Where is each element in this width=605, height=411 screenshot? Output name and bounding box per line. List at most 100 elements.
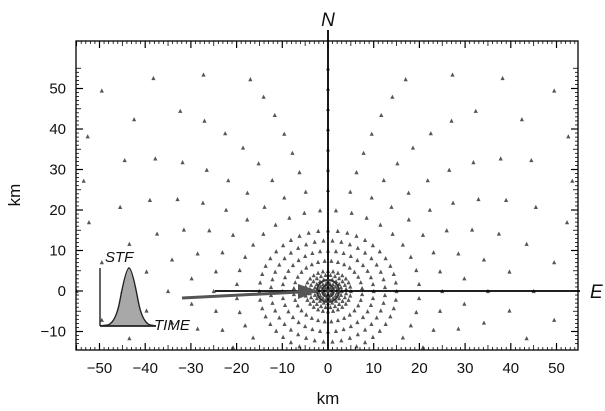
station-triangle	[169, 320, 175, 325]
station-triangle	[364, 215, 369, 220]
station-triangle	[314, 276, 319, 281]
station-triangle	[315, 270, 321, 275]
station-triangle	[316, 228, 321, 233]
station-triangle	[180, 160, 185, 165]
station-triangle	[431, 327, 436, 332]
station-triangle	[320, 269, 326, 274]
station-triangle	[311, 298, 316, 303]
station-triangle	[341, 326, 346, 332]
x-tick-label: 0	[324, 360, 332, 377]
station-triangle	[286, 309, 291, 314]
station-triangle	[358, 280, 363, 285]
y-tick-label: 10	[49, 243, 66, 260]
station-triangle	[330, 308, 336, 313]
station-triangle	[391, 306, 396, 311]
station-triangle	[370, 242, 375, 248]
station-triangle	[189, 301, 194, 306]
station-triangle	[342, 295, 347, 300]
station-triangle	[277, 262, 282, 267]
station-triangle	[333, 208, 339, 213]
station-triangle	[406, 217, 411, 222]
station-triangle	[317, 328, 323, 333]
y-tick-label: 20	[49, 202, 66, 219]
station-triangle	[153, 156, 158, 161]
station-triangle	[258, 297, 263, 302]
station-triangle	[348, 284, 353, 289]
station-triangle	[304, 312, 309, 317]
station-triangle	[408, 254, 413, 259]
station-triangle	[211, 288, 216, 294]
station-triangle	[258, 280, 263, 285]
station-triangle	[297, 344, 302, 349]
station-triangle	[315, 317, 321, 323]
station-triangle	[347, 312, 352, 317]
station-triangle	[342, 262, 347, 267]
station-triangle	[447, 167, 452, 172]
station-triangle	[330, 339, 335, 344]
station-triangle	[312, 285, 318, 290]
station-triangle	[230, 345, 236, 350]
station-triangle	[86, 220, 92, 225]
station-triangle	[260, 306, 265, 311]
station-triangle	[335, 307, 341, 312]
station-triangle	[524, 241, 529, 246]
station-triangle	[356, 303, 361, 308]
station-triangle	[344, 291, 349, 296]
station-triangle	[224, 207, 229, 212]
station-triangle	[282, 275, 288, 280]
station-triangle	[342, 315, 347, 320]
station-triangle	[444, 228, 449, 233]
station-triangle	[262, 204, 267, 209]
station-triangle	[308, 301, 313, 306]
station-triangle	[335, 270, 341, 275]
station-triangle	[295, 274, 300, 279]
station-triangle	[303, 253, 308, 259]
station-triangle	[291, 291, 296, 297]
station-triangle	[213, 308, 219, 313]
station-triangle	[393, 297, 398, 302]
station-triangle	[354, 233, 359, 238]
station-triangle	[346, 280, 351, 285]
station-triangle	[395, 161, 400, 166]
stf-label: STF	[105, 249, 134, 266]
station-triangle	[503, 197, 509, 202]
station-triangle	[333, 328, 339, 333]
station-triangle	[314, 301, 319, 306]
x-axis-label: km	[317, 389, 340, 408]
station-triangle	[348, 293, 353, 298]
station-triangle	[529, 157, 534, 163]
station-triangle	[335, 317, 341, 323]
station-triangle	[317, 249, 323, 254]
station-triangle	[481, 257, 487, 262]
station-triangle	[311, 279, 316, 284]
station-triangle	[309, 315, 314, 320]
station-triangle	[99, 88, 104, 93]
station-triangle	[321, 339, 326, 344]
station-triangle	[312, 292, 318, 297]
station-triangle	[169, 257, 175, 262]
station-triangle	[315, 259, 321, 265]
station-triangle	[337, 276, 342, 281]
stf-pulse-shape	[99, 267, 157, 327]
station-triangle	[321, 300, 326, 305]
station-triangle	[272, 112, 277, 118]
station-triangle	[318, 284, 323, 289]
station-triangle	[362, 250, 368, 255]
north-label: N	[321, 10, 335, 31]
x-tick-label: 30	[457, 360, 474, 377]
x-tick-label: −10	[270, 360, 295, 377]
station-triangle	[256, 161, 261, 166]
x-tick-label: −50	[87, 360, 112, 377]
station-triangle	[360, 285, 365, 291]
station-triangle	[251, 242, 256, 247]
station-triangle	[282, 302, 288, 307]
station-triangle	[302, 210, 307, 215]
station-triangle	[293, 297, 298, 302]
station-triangle	[263, 263, 268, 268]
station-triangle	[338, 292, 344, 297]
station-triangle	[144, 308, 149, 313]
station-triangle	[355, 319, 360, 325]
x-tick-label: 10	[365, 360, 382, 377]
station-triangle	[304, 242, 309, 247]
